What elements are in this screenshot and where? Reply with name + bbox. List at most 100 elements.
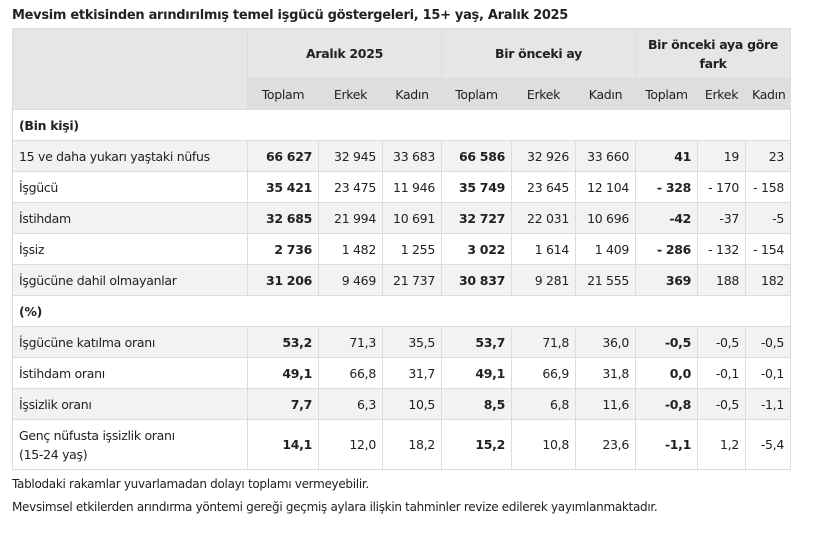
table-cell: 66,9 (511, 357, 576, 389)
row-label-text: İstihdam (19, 210, 71, 226)
table-cell: 19 (697, 140, 747, 172)
table-cell: 12 104 (574, 171, 637, 203)
corner-header (12, 28, 248, 110)
row-label-text: Genç nüfusta işsizlik oranı (19, 427, 175, 443)
section-row: (Bin kişi) (11, 109, 792, 141)
row-label-text: İstihdam oranı (19, 365, 105, 381)
table-cell: -0,5 (697, 388, 747, 420)
column-header: Kadın (574, 78, 637, 110)
table-cell: 21 994 (318, 202, 383, 234)
footnote: Tablodaki rakamlar yuvarlamadan dolayı t… (12, 477, 369, 491)
table-title: Mevsim etkisinden arındırılmış temel işg… (12, 8, 569, 23)
table-cell: 71,8 (511, 326, 576, 358)
table-cell: 35 421 (247, 171, 319, 203)
table-cell: 1 255 (382, 233, 442, 265)
table-cell: -37 (697, 202, 747, 234)
table-row: İşsiz 2 736 1 482 1 255 3 022 1 614 1 409- 286… (12, 233, 792, 265)
table-cell: -0,1 (697, 357, 747, 389)
table-cell: 10 691 (382, 202, 442, 234)
table-row: 15 ve daha yukarı yaştaki nüfus 66 627 32 … (12, 140, 792, 172)
table-cell: 49,1 (441, 357, 512, 389)
table-cell: - 132 (697, 233, 747, 265)
table-cell: 6,3 (318, 388, 383, 420)
table-cell: 32 945 (318, 140, 383, 172)
table-cell: - 170 (697, 171, 747, 203)
table-row: İşgücü 35 421 23 475 11 946 35 749 23 645 12 1… (12, 171, 792, 203)
row-label: İşsizlik oranı (12, 388, 248, 420)
table-cell: -0,5 (745, 326, 792, 358)
row-label: İşgücüne katılma oranı (12, 326, 248, 358)
row-label: İşgücüne dahil olmayanlar (12, 264, 248, 296)
group-header: Aralık 2025 (247, 28, 442, 79)
footnote: Mevsimsel etkilerden arındırma yöntemi g… (12, 500, 658, 514)
row-label-text: İşgücü (19, 179, 59, 195)
row-label-text: İşsizlik oranı (19, 396, 92, 412)
column-header: Kadın (382, 78, 442, 110)
row-label: İşgücü (12, 171, 248, 203)
table-cell: 21 555 (574, 264, 637, 296)
table-cell: 30 837 (441, 264, 512, 296)
table-cell: -0,5 (635, 326, 699, 358)
table-cell: -1,1 (635, 419, 699, 470)
row-label: İstihdam oranı (12, 357, 248, 389)
row-label-subtext: (15-24 yaş) (19, 446, 88, 462)
table-cell: 71,3 (318, 326, 383, 358)
table-cell: 32 926 (511, 140, 576, 172)
column-header: Erkek (318, 78, 383, 110)
table-cell: - 286 (635, 233, 699, 265)
row-label-text: İşgücüne katılma oranı (19, 334, 156, 350)
table-cell: 1 409 (574, 233, 637, 265)
table-cell: 182 (745, 264, 792, 296)
table-cell: 11 946 (382, 171, 442, 203)
table-cell: 23,6 (574, 419, 637, 470)
labour-indicators-table: Aralık 2025 Bir önceki ay Bir önceki aya… (11, 28, 792, 470)
column-header: Toplam (247, 78, 319, 110)
table-cell: 10 696 (574, 202, 637, 234)
table-cell: 1 614 (511, 233, 576, 265)
section-label: (Bin kişi) (11, 109, 792, 141)
table-cell: 0,0 (635, 357, 699, 389)
table-row: Genç nüfusta işsizlik oranı (15-24 yaş) 14… (12, 419, 792, 470)
table-cell: -5,4 (745, 419, 792, 470)
column-header: Toplam (441, 78, 512, 110)
section-label: (%) (11, 295, 792, 327)
table-cell: 9 281 (511, 264, 576, 296)
table-cell: -0,1 (745, 357, 792, 389)
table-cell: - 154 (745, 233, 792, 265)
table-row: İşgücüne katılma oranı 53,2 71,3 35,5 53,7 71… (12, 326, 792, 358)
table-cell: 33 683 (382, 140, 442, 172)
table-cell: 12,0 (318, 419, 383, 470)
table-cell: 11,6 (574, 388, 637, 420)
table-cell: 23 645 (511, 171, 576, 203)
row-label-text: 15 ve daha yukarı yaştaki nüfus (19, 148, 210, 164)
table-cell: 21 737 (382, 264, 442, 296)
row-label: Genç nüfusta işsizlik oranı (15-24 yaş) (12, 419, 248, 470)
section-row: (%) (11, 295, 792, 327)
table-cell: 1 482 (318, 233, 383, 265)
table-cell: 23 475 (318, 171, 383, 203)
table-cell: 2 736 (247, 233, 319, 265)
table-cell: -0,5 (697, 326, 747, 358)
table-cell: 10,8 (511, 419, 576, 470)
column-header: Kadın (745, 78, 792, 110)
table-row: İstihdam 32 685 21 994 10 691 32 727 22 031 10… (12, 202, 792, 234)
table-cell: 369 (635, 264, 699, 296)
table-cell: 66 627 (247, 140, 319, 172)
table-cell: 36,0 (574, 326, 637, 358)
table-cell: 23 (745, 140, 792, 172)
row-label-text: İşgücüne dahil olmayanlar (19, 272, 177, 288)
table-cell: 32 727 (441, 202, 512, 234)
table-cell: 188 (697, 264, 747, 296)
table-cell: 8,5 (441, 388, 512, 420)
table-cell: -5 (745, 202, 792, 234)
table-cell: 1,2 (697, 419, 747, 470)
table-cell: 15,2 (441, 419, 512, 470)
table-cell: 66,8 (318, 357, 383, 389)
table-cell: -0,8 (635, 388, 699, 420)
row-label: İşsiz (12, 233, 248, 265)
column-header: Erkek (511, 78, 576, 110)
table-cell: - 328 (635, 171, 699, 203)
row-label: 15 ve daha yukarı yaştaki nüfus (12, 140, 248, 172)
table-cell: 31 206 (247, 264, 319, 296)
table-cell: 31,7 (382, 357, 442, 389)
